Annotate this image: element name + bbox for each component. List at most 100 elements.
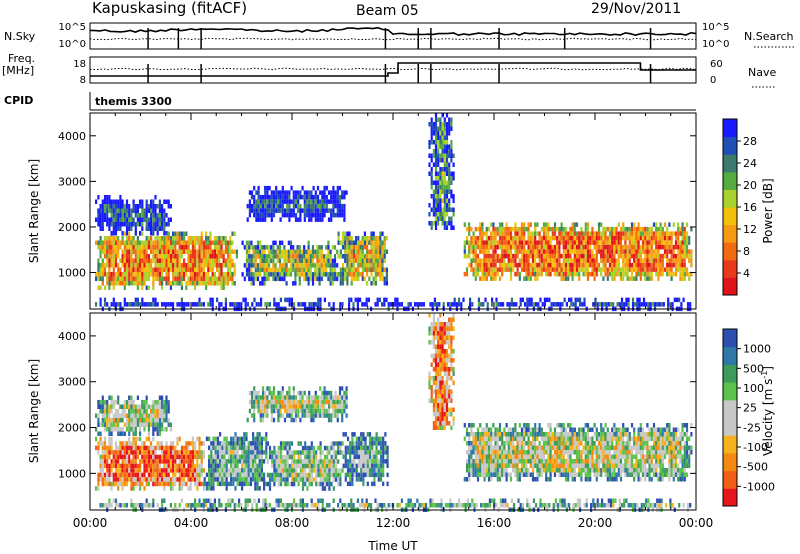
echo-cell bbox=[165, 472, 168, 478]
echo-cell bbox=[432, 122, 435, 127]
echo-cell bbox=[338, 408, 342, 414]
echo-cell bbox=[681, 271, 684, 277]
echo-cell bbox=[383, 281, 386, 286]
echo-cell bbox=[279, 468, 283, 473]
echo-cell bbox=[128, 431, 131, 436]
echo-cell bbox=[666, 231, 669, 236]
echo-cell bbox=[476, 271, 480, 277]
echo-cell bbox=[471, 302, 474, 307]
echo-cell bbox=[267, 249, 271, 255]
echo-cell bbox=[147, 267, 150, 272]
echo-cell bbox=[627, 297, 630, 303]
echo-cell bbox=[141, 297, 144, 303]
echo-cell bbox=[150, 213, 153, 218]
echo-cell bbox=[101, 249, 104, 254]
echo-cell bbox=[117, 254, 120, 259]
echo-cell bbox=[385, 267, 388, 272]
echo-cell bbox=[158, 276, 161, 281]
echo-cell bbox=[165, 427, 168, 432]
echo-cell bbox=[110, 418, 113, 423]
echo-cell bbox=[198, 297, 201, 303]
echo-cell bbox=[320, 272, 323, 277]
echo-cell bbox=[178, 272, 181, 277]
echo-cell bbox=[227, 445, 230, 451]
echo-cell bbox=[143, 427, 146, 432]
echo-cell bbox=[114, 258, 118, 263]
echo-cell bbox=[603, 302, 606, 307]
echo-cell bbox=[266, 185, 269, 191]
echo-cell bbox=[132, 236, 135, 241]
echo-cell bbox=[200, 441, 203, 446]
echo-cell bbox=[514, 226, 517, 232]
echo-cell bbox=[545, 222, 548, 227]
echo-cell bbox=[145, 413, 148, 418]
echo-cell bbox=[298, 281, 301, 286]
echo-cell bbox=[101, 413, 104, 418]
echo-cell bbox=[622, 253, 625, 259]
echo-cell bbox=[227, 258, 230, 263]
echo-cell bbox=[330, 395, 333, 400]
echo-cell bbox=[329, 263, 332, 268]
echo-cell bbox=[569, 231, 572, 236]
echo-cell bbox=[112, 249, 115, 254]
echo-cell bbox=[311, 258, 315, 264]
echo-cell bbox=[448, 162, 451, 167]
echo-cell bbox=[268, 390, 271, 396]
echo-cell bbox=[191, 276, 194, 281]
echo-cell bbox=[245, 445, 248, 451]
echo-cell bbox=[114, 217, 118, 222]
echo-cell bbox=[266, 212, 269, 218]
echo-cell bbox=[202, 441, 205, 446]
echo-cell bbox=[257, 399, 260, 405]
echo-cell bbox=[254, 454, 257, 460]
echo-cell bbox=[674, 258, 678, 263]
echo-cell bbox=[290, 413, 293, 418]
echo-cell bbox=[434, 117, 438, 122]
echo-cell bbox=[331, 276, 334, 282]
echo-cell bbox=[494, 258, 497, 263]
echo-cell bbox=[225, 481, 228, 487]
echo-cell bbox=[117, 245, 120, 250]
echo-cell bbox=[273, 463, 276, 469]
echo-cell bbox=[366, 236, 369, 241]
echo-cell bbox=[130, 249, 133, 254]
echo-cell bbox=[123, 413, 126, 418]
echo-cell bbox=[220, 267, 223, 272]
echo-cell bbox=[245, 477, 248, 482]
echo-cell bbox=[551, 249, 554, 254]
echo-cell bbox=[236, 463, 239, 469]
echo-cell bbox=[529, 235, 532, 241]
echo-cell bbox=[624, 249, 627, 254]
echo-cell bbox=[595, 253, 598, 259]
echo-cell bbox=[341, 190, 344, 195]
echo-cell bbox=[108, 249, 111, 254]
echo-cell bbox=[674, 262, 678, 268]
echo-cell bbox=[558, 226, 561, 232]
echo-cell bbox=[136, 272, 139, 277]
echo-cell bbox=[606, 235, 609, 241]
echo-cell bbox=[297, 441, 300, 446]
echo-cell bbox=[103, 409, 107, 414]
echo-cell bbox=[311, 263, 315, 268]
echo-cell bbox=[316, 404, 320, 409]
echo-cell bbox=[132, 422, 135, 427]
echo-cell bbox=[677, 226, 680, 232]
echo-cell bbox=[370, 231, 373, 236]
echo-cell bbox=[216, 258, 219, 263]
echo-cell bbox=[150, 240, 153, 245]
echo-cell bbox=[334, 413, 337, 418]
echo-cell bbox=[439, 167, 442, 172]
echo-cell bbox=[463, 253, 466, 259]
echo-cell bbox=[163, 267, 166, 272]
echo-cell bbox=[657, 276, 660, 281]
echo-cell bbox=[441, 180, 444, 185]
echo-cell bbox=[161, 222, 164, 227]
echo-cell bbox=[670, 258, 673, 263]
echo-cell bbox=[308, 481, 311, 487]
echo-cell bbox=[441, 216, 444, 221]
echo-cell bbox=[661, 240, 664, 245]
echo-cell bbox=[356, 302, 359, 307]
echo-cell bbox=[207, 240, 210, 245]
echo-cell bbox=[667, 302, 670, 307]
echo-cell bbox=[169, 240, 172, 245]
